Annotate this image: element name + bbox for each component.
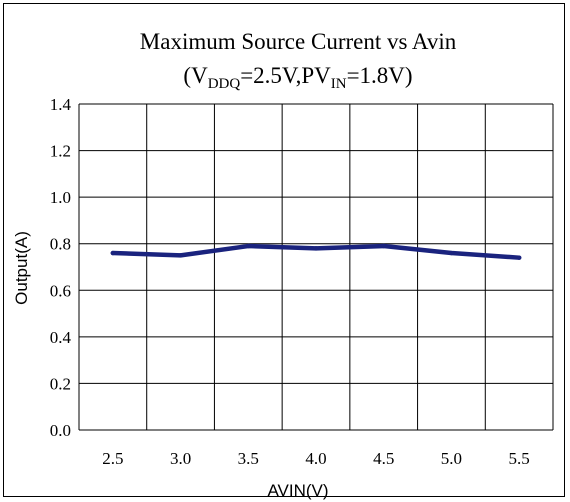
x-tick-labels: 2.5 3.0 3.5 4.0 4.5 5.0 5.5 [102, 449, 530, 468]
y-axis-label: Output(A) [12, 231, 31, 305]
x-tick-label: 5.5 [509, 449, 530, 468]
y-tick-label: 0.0 [50, 421, 71, 440]
grid [78, 103, 554, 431]
chart-title: Maximum Source Current vs Avin [140, 29, 457, 54]
x-tick-label: 3.5 [238, 449, 259, 468]
chart-title-text: Maximum Source Current vs Avin [140, 29, 457, 54]
y-tick-label: 0.8 [50, 235, 71, 254]
subtitle-subscript: DDQ [208, 76, 241, 92]
data-point [178, 253, 183, 258]
chart-frame [3, 3, 565, 497]
data-point [516, 255, 522, 260]
chart-subtitle-text: (VDDQ=2.5V,PVIN=1.8V) [183, 63, 412, 92]
data-point [313, 246, 319, 251]
y-tick-label: 1.2 [50, 142, 71, 161]
y-tick-label: 0.4 [50, 328, 72, 347]
y-tick-labels: 0.0 0.2 0.4 0.6 0.8 1.0 1.2 1.4 [50, 95, 72, 440]
subtitle-subscript: IN [331, 76, 347, 92]
data-point [449, 250, 454, 256]
subtitle-part: =1.8V) [347, 63, 413, 88]
subtitle-part: =2.5V,PV [240, 63, 331, 88]
data-point [110, 250, 116, 256]
x-tick-label: 4.5 [373, 449, 394, 468]
y-tick-label: 1.0 [50, 188, 71, 207]
x-tick-label: 3.0 [170, 449, 191, 468]
x-tick-label: 5.0 [441, 449, 462, 468]
x-axis-label: AVIN(V) [267, 481, 328, 500]
data-point [381, 243, 386, 249]
x-tick-label: 4.0 [305, 449, 326, 468]
y-tick-label: 0.2 [50, 374, 71, 393]
chart-subtitle: (VDDQ=2.5V,PVIN=1.8V) [183, 63, 412, 92]
y-tick-label: 0.6 [50, 281, 71, 300]
series-layer [110, 243, 522, 260]
data-point [246, 243, 251, 249]
x-tick-label: 2.5 [102, 449, 123, 468]
subtitle-part: (V [183, 63, 208, 88]
y-tick-label: 1.4 [50, 95, 72, 114]
